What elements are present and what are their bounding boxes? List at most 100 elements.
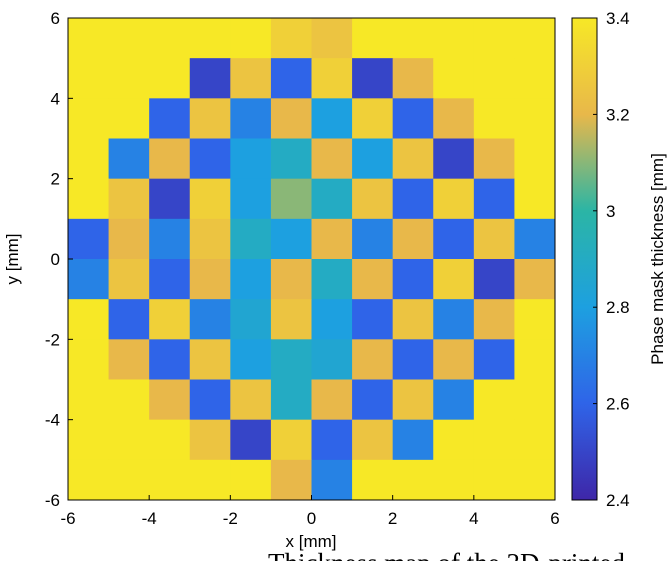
heatmap-cell	[514, 178, 555, 220]
heatmap-cell	[311, 98, 353, 139]
heatmap-cell	[189, 218, 231, 260]
heatmap-cell	[433, 459, 475, 500]
heatmap-cell	[473, 379, 515, 421]
colorbar-tick-label: 2.4	[606, 491, 630, 510]
heatmap-cell	[392, 138, 434, 180]
heatmap-cell	[270, 379, 312, 421]
heatmap-cell	[514, 18, 555, 59]
colorbar-tick-label: 3.4	[606, 9, 630, 28]
heatmap-cell	[433, 379, 475, 421]
y-tick-label: 6	[51, 9, 60, 28]
heatmap-cell	[149, 138, 191, 180]
heatmap-cell	[68, 218, 110, 260]
x-tick-label: -4	[142, 509, 157, 528]
y-tick-label: 2	[51, 170, 60, 189]
heatmap-cell	[68, 178, 110, 220]
heatmap-cell	[473, 419, 515, 461]
heatmap-cell	[189, 459, 231, 500]
heatmap-cell	[68, 259, 110, 300]
heatmap-cell	[270, 98, 312, 139]
heatmap-cell	[149, 339, 191, 380]
heatmap-cell	[311, 18, 353, 59]
heatmap-cell	[352, 339, 394, 380]
colorbar-tick-label: 2.6	[606, 395, 630, 414]
heatmap-cell	[514, 459, 555, 500]
heatmap-cell	[149, 178, 191, 220]
heatmap-cell	[230, 58, 272, 99]
heatmap-cell	[68, 339, 110, 380]
heatmap-cell	[108, 138, 150, 180]
heatmap-cell	[352, 58, 394, 99]
heatmap-cell	[352, 218, 394, 260]
colorbar-tick-label: 3.2	[606, 105, 630, 124]
caption: Thickness map of the 3D-printed	[268, 548, 625, 561]
heatmap-cell	[514, 259, 555, 300]
heatmap-cell	[189, 299, 231, 340]
heatmap-cell	[392, 339, 434, 380]
heatmap-cell	[189, 58, 231, 99]
heatmap-cell	[514, 58, 555, 99]
heatmap-cell	[473, 459, 515, 500]
heatmap-cell	[270, 138, 312, 180]
colorbar-tick-label: 2.8	[606, 298, 630, 317]
heatmap-cell	[473, 18, 515, 59]
heatmap-cell	[149, 459, 191, 500]
heatmap-cell	[514, 299, 555, 340]
y-tick-label: -6	[45, 491, 60, 510]
heatmap-cell	[108, 339, 150, 380]
heatmap-cell	[392, 259, 434, 300]
x-axis-label: x [mm]	[286, 532, 337, 551]
heatmap-cell	[311, 218, 353, 260]
heatmap-cell	[473, 339, 515, 380]
colorbar-tick-label: 3	[606, 202, 615, 221]
heatmap-cell	[270, 339, 312, 380]
heatmap-cell	[392, 299, 434, 340]
heatmap-cell	[108, 419, 150, 461]
heatmap-cell	[108, 218, 150, 260]
heatmap-cell	[149, 58, 191, 99]
heatmap-cell	[433, 299, 475, 340]
heatmap-cell	[230, 18, 272, 59]
x-tick-label: -2	[223, 509, 238, 528]
heatmap-cell	[473, 58, 515, 99]
x-tick-label: 6	[550, 509, 559, 528]
heatmap-cell	[473, 98, 515, 139]
heatmap-cell	[392, 379, 434, 421]
heatmap-cell	[433, 218, 475, 260]
heatmap-cell	[514, 138, 555, 180]
heatmap-cell	[68, 18, 110, 59]
heatmap-cell	[311, 459, 353, 500]
heatmap-cell	[514, 218, 555, 260]
heatmap-cell	[392, 178, 434, 220]
heatmap-cell	[189, 138, 231, 180]
heatmap-cell	[108, 98, 150, 139]
heatmap-cell	[311, 178, 353, 220]
heatmap-cell	[311, 259, 353, 300]
heatmap-cell	[149, 98, 191, 139]
heatmap-cell	[149, 218, 191, 260]
heatmap-cell	[352, 18, 394, 59]
heatmap-cell	[68, 299, 110, 340]
x-tick-label: -6	[60, 509, 75, 528]
heatmap-cell	[230, 259, 272, 300]
heatmap-cell	[352, 299, 394, 340]
heatmap-cell	[514, 339, 555, 380]
heatmap-cell	[473, 299, 515, 340]
y-tick-label: -2	[45, 330, 60, 349]
heatmap-cell	[230, 178, 272, 220]
heatmap-cell	[270, 218, 312, 260]
heatmap-cell	[68, 98, 110, 139]
heatmap-cell	[270, 299, 312, 340]
heatmap-cell	[189, 18, 231, 59]
heatmap-cell	[189, 339, 231, 380]
heatmap-cell	[149, 259, 191, 300]
heatmap-cell	[392, 98, 434, 139]
heatmap-cell	[433, 138, 475, 180]
heatmap-cell	[108, 379, 150, 421]
heatmap-cell	[149, 379, 191, 421]
heatmap-cell	[230, 459, 272, 500]
heatmap-cell	[311, 339, 353, 380]
heatmap-cell	[68, 459, 110, 500]
heatmap-cell	[352, 379, 394, 421]
